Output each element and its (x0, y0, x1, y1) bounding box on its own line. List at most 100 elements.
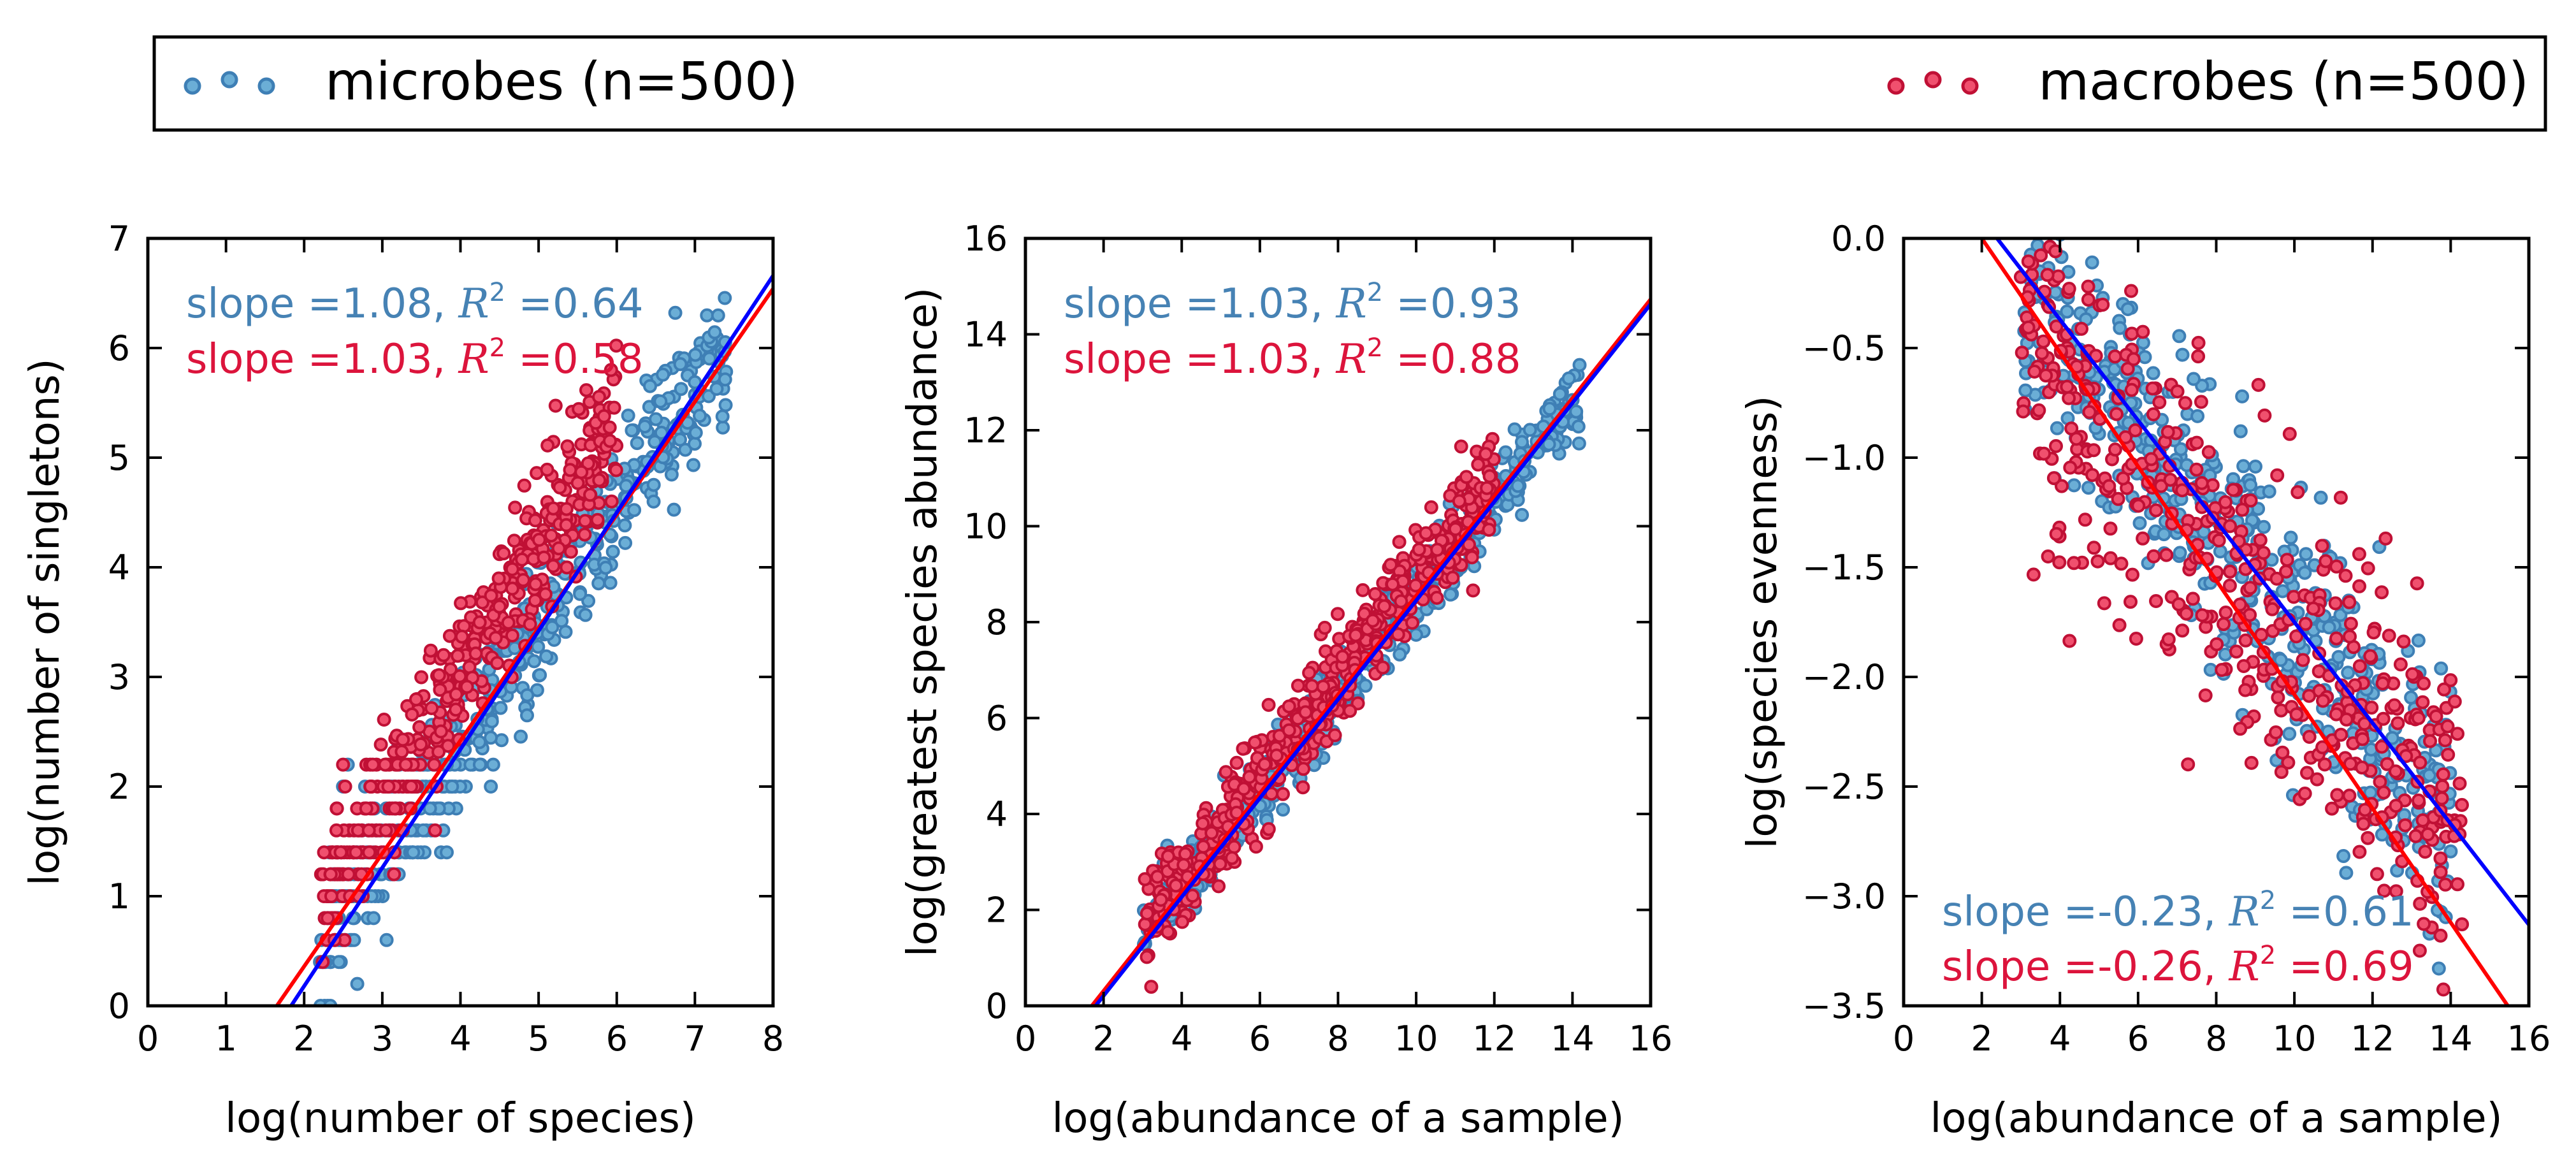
macrobes-point (1296, 762, 1311, 776)
microbes-point (1569, 404, 1584, 419)
macrobes-point (1291, 678, 1305, 693)
macrobes-point (2378, 531, 2393, 546)
microbes-point (2341, 665, 2355, 680)
macrobes-point (2128, 423, 2143, 438)
macrobes-point (2189, 435, 2204, 450)
microbes-point (331, 955, 346, 969)
macrobes-point (1185, 889, 1200, 903)
y-tick-label: −3.5 (1802, 986, 1886, 1026)
macrobes-point (560, 560, 574, 575)
macrobes-point (449, 702, 463, 717)
macrobes-point (1261, 697, 1276, 712)
macrobes-point (424, 701, 439, 715)
macrobes-point (454, 596, 468, 611)
microbes-point (2029, 205, 2041, 217)
microbes-point (688, 347, 702, 362)
macrobes-point (396, 732, 410, 747)
microbes-point (1276, 802, 1291, 817)
chart-panel-1: 0 1 2 3 4 5 6 7 8 0 1 2 3 4 5 6 7 log(number of species) l… (22, 219, 784, 1142)
macrobes-point (2370, 867, 2384, 882)
y-tick-label: 4 (108, 548, 130, 588)
macrobes-point (2256, 546, 2271, 560)
macrobes-point (2244, 755, 2259, 770)
macrobes-point (2433, 928, 2448, 943)
macrobes-point (329, 801, 344, 816)
microbes-point (1571, 419, 1586, 434)
y-tick-label: 2 (986, 890, 1008, 931)
macrobes-fit-line (1979, 238, 2510, 1006)
microbes-point (605, 544, 620, 559)
macrobes-point (2275, 745, 2290, 760)
macrobes-point (1236, 741, 1250, 756)
x-axis: 0 1 2 3 4 5 6 7 8 (137, 238, 784, 1059)
microbes-point (1542, 402, 1557, 416)
macrobes-point (2136, 324, 2150, 339)
macrobes-point (578, 514, 593, 528)
x-axis: 0 2 4 6 8 10 12 14 16 (1015, 238, 1672, 1059)
macrobes-point (394, 744, 409, 759)
x-tick-label: 3 (372, 1019, 393, 1059)
x-tick-label: 10 (2273, 1019, 2317, 1059)
macrobes-point (2179, 606, 2194, 621)
macrobes-point (1140, 906, 1154, 921)
x-axis-label: log(abundance of a sample) (1052, 1095, 1624, 1142)
macrobes-point (1150, 869, 1165, 884)
microbes-point (673, 357, 688, 372)
macrobes-point (1282, 699, 1296, 714)
macrobes-point (433, 683, 447, 697)
microbes-point (2021, 145, 2032, 156)
microbes-fit-annotation: slope =1.08, R2 =0.64 (186, 278, 644, 328)
microbes-point (520, 708, 534, 723)
macrobes-point (2410, 576, 2424, 591)
macrobes-point (1305, 679, 1319, 693)
macrobes-point (553, 480, 567, 495)
macrobes-point (583, 488, 597, 502)
macrobes-point (2217, 617, 2231, 632)
x-tick-label: 12 (1472, 1019, 1516, 1059)
microbes-point (718, 291, 732, 305)
macrobes-point (2146, 407, 2160, 421)
macrobes-point (2443, 673, 2458, 688)
macrobes-point (2375, 739, 2389, 754)
y-tick-label: 0 (108, 986, 130, 1026)
macrobes-point (577, 527, 592, 542)
y-tick-label: −2.5 (1802, 767, 1886, 807)
microbes-point (2081, 481, 2095, 495)
macrobes-point (1316, 679, 1331, 694)
microbes-point (486, 757, 500, 772)
macrobes-point (2062, 391, 2076, 405)
macrobes-point (507, 534, 521, 548)
macrobes-point (321, 911, 335, 926)
microbes-point (2113, 321, 2127, 335)
microbes-point (2120, 302, 2135, 316)
macrobes-point (1161, 925, 1175, 940)
macrobes-point (433, 724, 448, 739)
macrobes-point (324, 889, 338, 903)
macrobes-point (2325, 801, 2339, 816)
macrobes-point (2271, 690, 2285, 705)
macrobes-point (516, 573, 530, 587)
macrobes-point (2415, 813, 2430, 827)
microbes-point (646, 494, 661, 509)
microbes-point (2431, 961, 2446, 976)
macrobes-point (2149, 503, 2163, 518)
microbes-point (2132, 516, 2147, 530)
x-tick-label: 8 (762, 1019, 784, 1059)
macrobes-point (2027, 365, 2042, 379)
macrobes-point (1205, 825, 1219, 840)
macrobes-point (2062, 282, 2076, 296)
macrobes-point (2034, 248, 2048, 263)
macrobes-point (2125, 567, 2139, 582)
macrobes-points (314, 338, 624, 969)
macrobes-point (2280, 553, 2294, 567)
macrobes-point (452, 669, 467, 683)
macrobes-point (602, 420, 617, 435)
macrobes-point (2201, 445, 2216, 460)
macrobes-point (2049, 319, 2064, 334)
macrobes-point (2433, 865, 2448, 880)
macrobes-point (2144, 452, 2159, 467)
microbes-point (2282, 727, 2297, 741)
macrobes-point (537, 550, 551, 565)
macrobes-point (2436, 767, 2450, 781)
macrobes-point (2455, 917, 2470, 932)
